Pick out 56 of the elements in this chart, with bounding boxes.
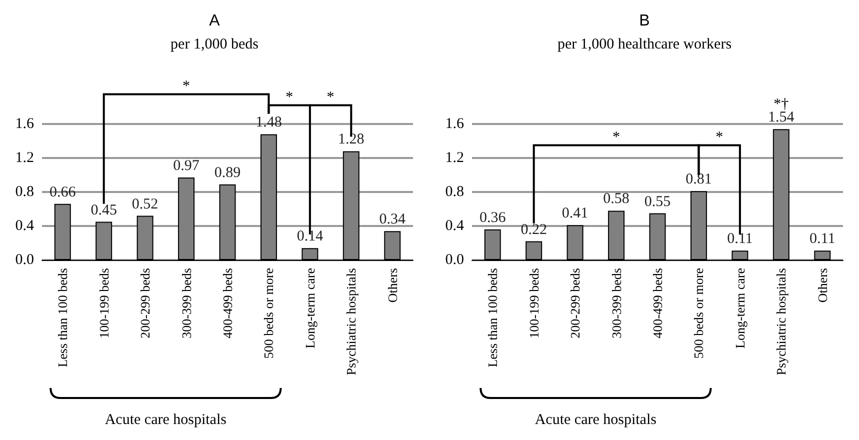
y-tick-label: 1.6: [445, 116, 464, 132]
x-tick-label: Less than 100 beds: [485, 268, 500, 368]
y-tick-label: 1.2: [15, 150, 34, 166]
x-tick-label: Less than 100 beds: [55, 268, 70, 368]
x-tick-label: Long-term care: [302, 268, 318, 348]
data-label: 0.81: [686, 172, 712, 188]
y-tick-label: 1.6: [15, 116, 34, 132]
y-tick-label: 0.8: [445, 184, 464, 200]
data-label: 1.48: [256, 114, 282, 131]
x-tick-label: 400-499 beds: [220, 268, 235, 338]
y-tick-label: 0.4: [15, 218, 34, 234]
data-label: 0.89: [214, 164, 241, 181]
y-tick-label: 0.0: [15, 252, 34, 268]
x-tick-label: 300-399 beds: [178, 268, 194, 338]
annotation: *: [716, 129, 724, 146]
chart-subtitle: per 1,000 beds: [170, 36, 259, 52]
data-label: 1.28: [338, 132, 364, 148]
x-tick-label: 200-299 beds: [568, 268, 583, 338]
data-label: 0.11: [810, 231, 836, 248]
x-tick-label: 500 beds or more: [691, 268, 706, 359]
data-label: 0.22: [520, 222, 547, 238]
x-tick-label: Others: [814, 268, 830, 303]
x-tick-label: 100-199 beds: [526, 268, 542, 338]
x-tick-label: Others: [384, 268, 400, 303]
chart-title: A: [209, 12, 220, 30]
x-tick-label: 300-399 beds: [608, 268, 624, 338]
text: *: [286, 89, 294, 106]
data-label: 0.41: [562, 206, 588, 222]
x-tick-label: Psychiatric hospitals: [774, 268, 789, 376]
y-tick-label: 0.0: [445, 252, 464, 268]
annotation: *: [612, 129, 620, 146]
text: *: [326, 89, 334, 106]
text: Acute care hospitals: [104, 412, 227, 428]
x-tick-label: Psychiatric hospitals: [344, 268, 359, 376]
text: *: [182, 78, 190, 94]
x-tick-label: 500 beds or more: [261, 268, 276, 359]
data-label: 0.55: [644, 194, 671, 210]
data-label: 0.45: [90, 202, 117, 218]
data-label: 0.66: [49, 184, 76, 200]
x-tick-label: 400-499 beds: [650, 268, 665, 338]
chart-title: B: [639, 12, 650, 30]
y-tick-label: 0.4: [445, 218, 464, 234]
data-label: 0.11: [727, 231, 753, 248]
data-label: 0.36: [479, 210, 506, 226]
x-tick-label: Long-term care: [732, 268, 748, 348]
chart-subtitle: per 1,000 healthcare workers: [557, 36, 732, 52]
x-tick-label: 200-299 beds: [138, 268, 153, 338]
data-label: 0.97: [173, 158, 200, 174]
y-tick-label: 1.2: [445, 150, 464, 166]
data-label: 0.58: [603, 191, 630, 208]
data-label: 0.34: [379, 212, 406, 228]
y-tick-label: 0.8: [15, 184, 34, 200]
data-label: 0.14: [296, 228, 324, 245]
x-tick-label: 100-199 beds: [96, 268, 112, 338]
data-label: 0.52: [132, 196, 158, 212]
text: Acute care hospitals: [534, 412, 657, 428]
